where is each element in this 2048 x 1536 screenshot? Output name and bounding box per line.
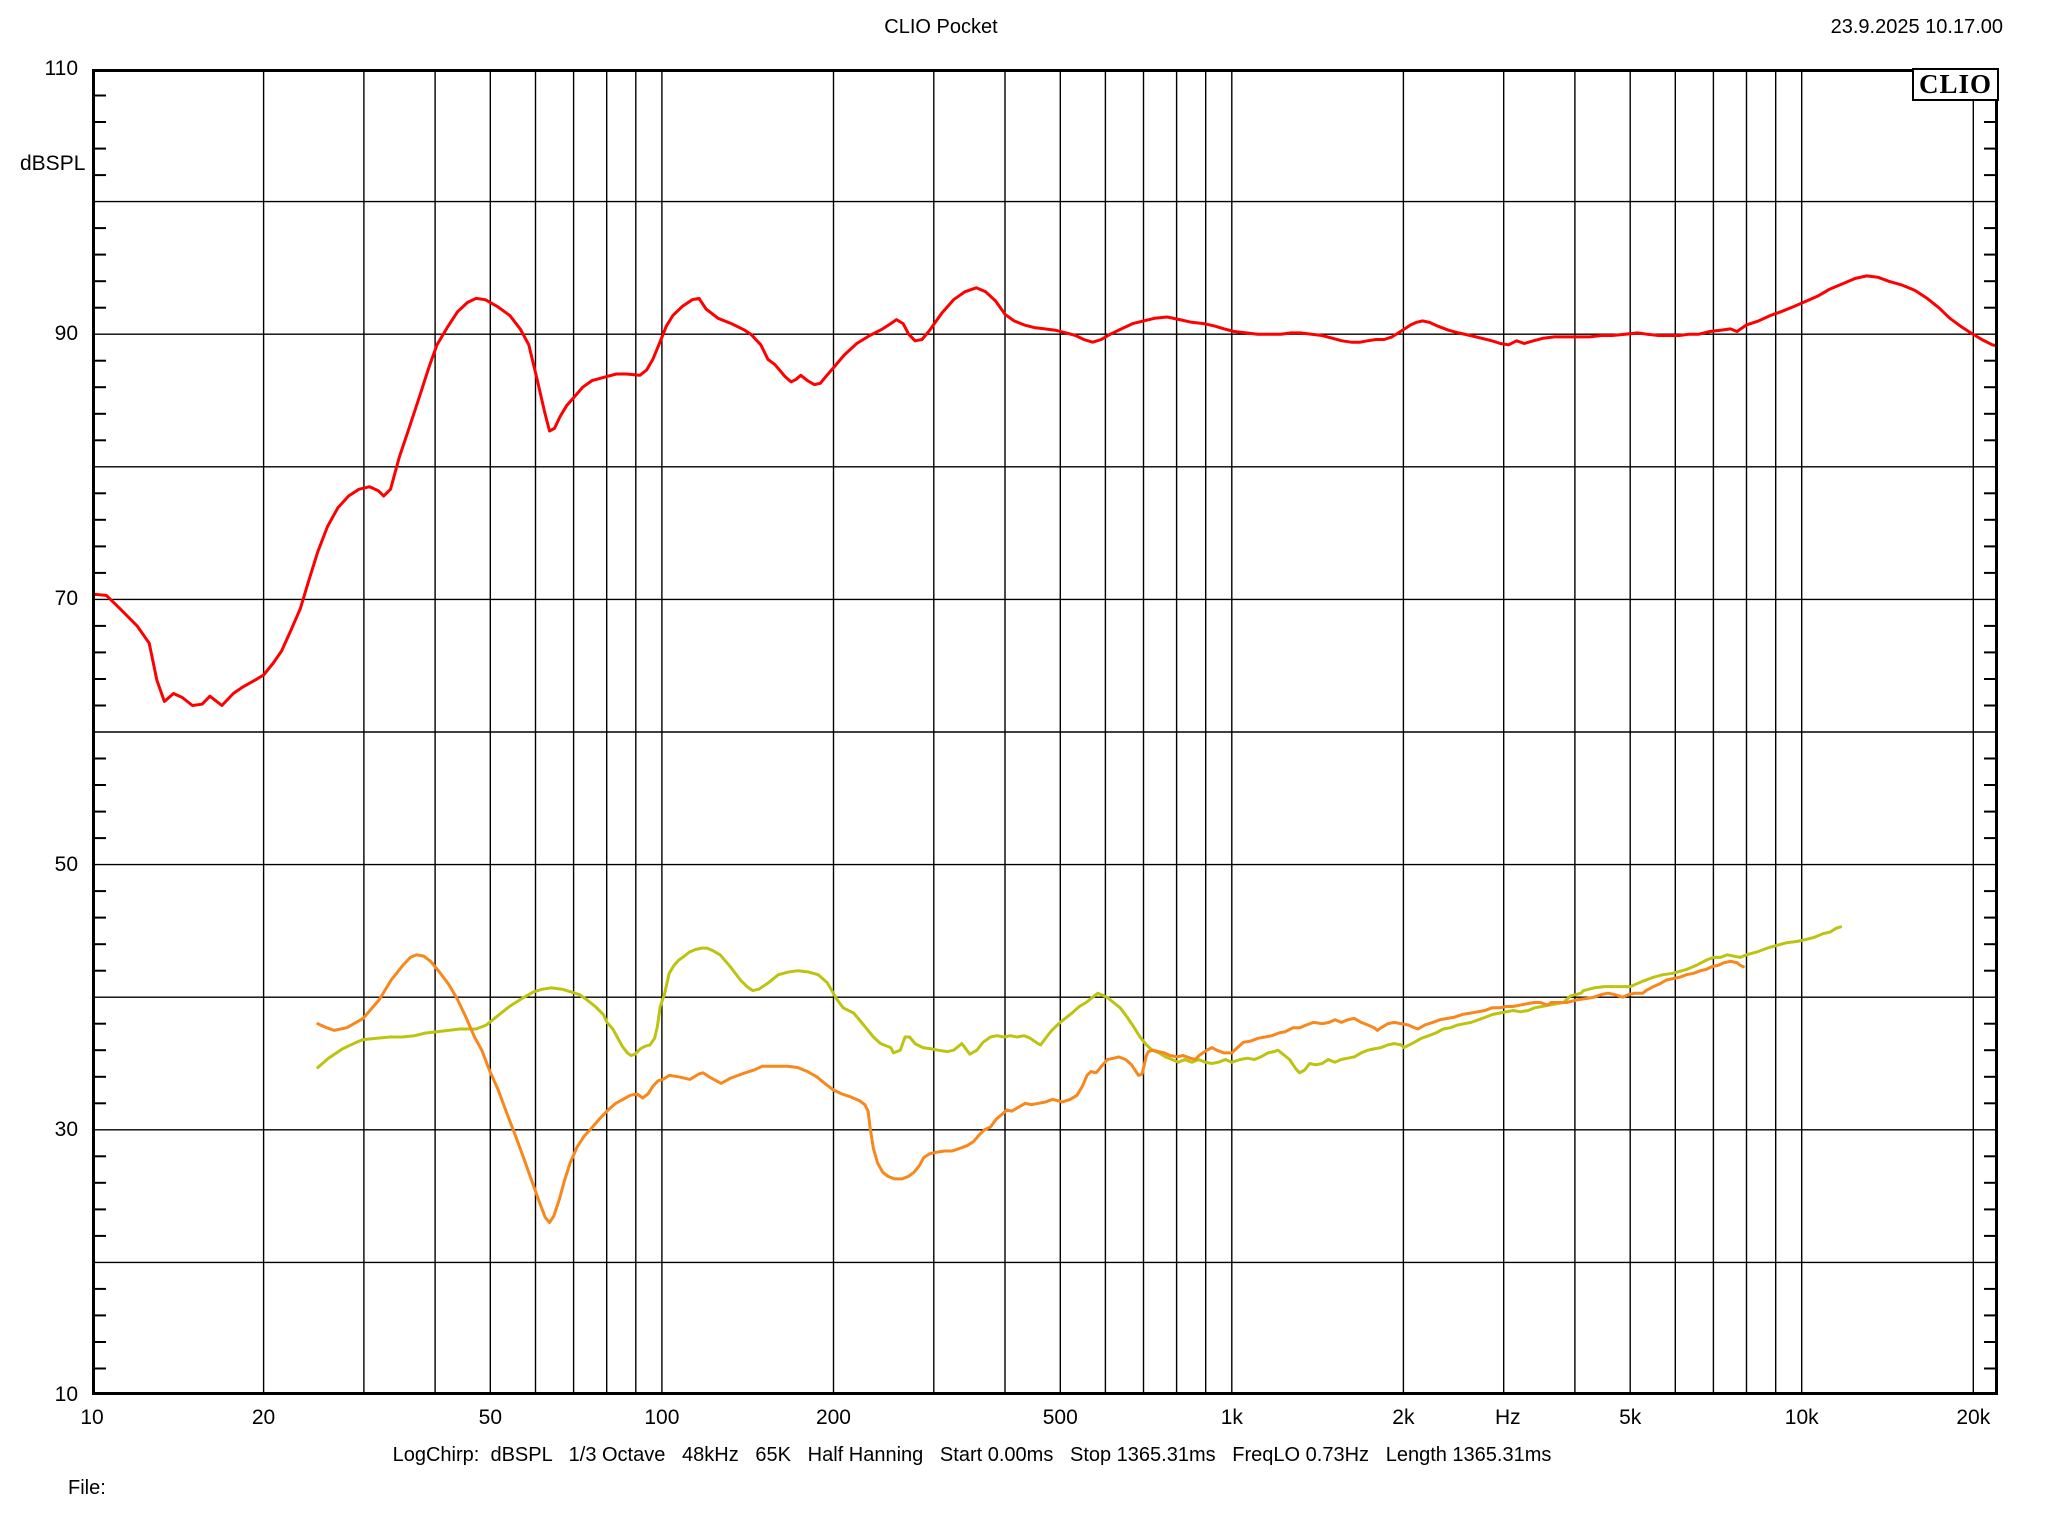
- red-curve: [92, 274, 1998, 707]
- yellow-green-curve: [316, 925, 1843, 1075]
- x-tick-label-200: 200: [815, 1406, 851, 1429]
- x-axis-unit-label: Hz: [1494, 1406, 1521, 1429]
- x-tick-label-10k: 10k: [1784, 1406, 1819, 1429]
- y-tick-label-70: 70: [54, 587, 78, 611]
- y-tick-label-90: 90: [54, 322, 78, 346]
- x-tick-label-20: 20: [251, 1406, 276, 1429]
- x-tick-label-2k: 2k: [1392, 1406, 1415, 1429]
- orange-curve: [316, 953, 1745, 1225]
- measurement-settings-line: LogChirp: dBSPL 1/3 Octave 48kHz 65K Hal…: [392, 1444, 1552, 1466]
- x-axis-tick-labels: 10 20 50 100 200 500 1k 2k Hz 5k 10k 20k: [0, 1406, 2048, 1432]
- file-label: File:: [68, 1477, 106, 1499]
- chart-canvas[interactable]: [92, 69, 1998, 1395]
- plot-area[interactable]: CLIO: [92, 68, 1999, 1395]
- x-tick-label-500: 500: [1042, 1406, 1078, 1429]
- y-axis-unit-label: dBSPL: [20, 152, 86, 175]
- y-axis-tick-labels: 110 90 70 50 30 10: [0, 0, 78, 1536]
- clio-logo: CLIO: [1911, 68, 1999, 101]
- x-tick-label-10: 10: [80, 1406, 104, 1429]
- x-tick-label-1k: 1k: [1220, 1406, 1243, 1429]
- y-tick-label-50: 50: [54, 852, 78, 876]
- y-tick-label-30: 30: [54, 1117, 78, 1141]
- datetime-stamp: 23.9.2025 10.17.00: [1830, 16, 2003, 38]
- plot-border: [92, 69, 1998, 1395]
- x-tick-label-100: 100: [644, 1406, 680, 1429]
- y-tick-label-10: 10: [54, 1383, 78, 1406]
- y-tick-label-110: 110: [44, 57, 78, 80]
- x-tick-label-50: 50: [478, 1406, 503, 1429]
- x-tick-label-20k: 20k: [1956, 1406, 1991, 1429]
- x-tick-label-5k: 5k: [1619, 1406, 1642, 1429]
- page-title: CLIO Pocket: [884, 16, 998, 38]
